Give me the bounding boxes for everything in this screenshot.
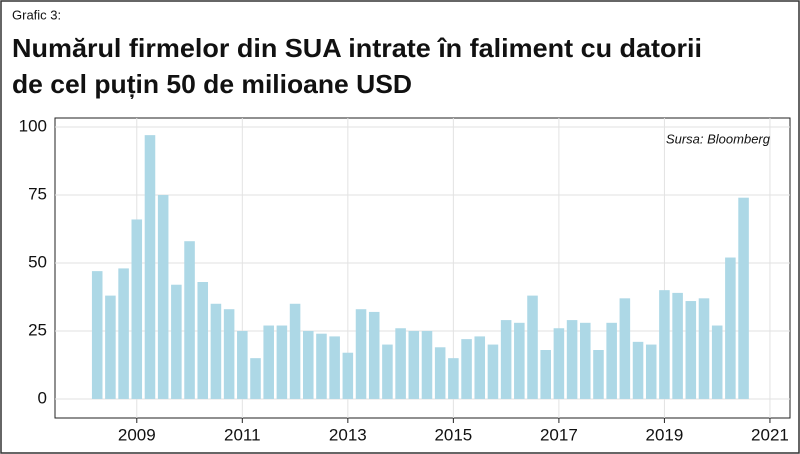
bar bbox=[118, 268, 129, 399]
bar bbox=[698, 298, 710, 399]
bar bbox=[91, 271, 103, 399]
bar bbox=[606, 322, 617, 399]
x-tick-label: 2017 bbox=[540, 425, 578, 444]
bar bbox=[395, 328, 406, 399]
bar bbox=[725, 257, 736, 399]
bar bbox=[487, 344, 499, 399]
bar bbox=[711, 325, 723, 399]
bar bbox=[527, 295, 538, 399]
bar bbox=[302, 330, 314, 399]
annotation: Sursa: Bloomberg bbox=[666, 131, 771, 146]
y-tick-label: 75 bbox=[28, 184, 47, 203]
bar bbox=[738, 197, 749, 399]
bar bbox=[276, 325, 288, 399]
bar bbox=[197, 282, 209, 399]
bar bbox=[461, 339, 472, 399]
bar bbox=[593, 350, 604, 399]
bar bbox=[500, 320, 512, 399]
bar bbox=[250, 358, 261, 399]
bar bbox=[144, 135, 156, 399]
bar bbox=[316, 333, 327, 399]
bar bbox=[329, 336, 340, 399]
bar bbox=[619, 298, 631, 399]
y-tick-label: 25 bbox=[28, 320, 47, 339]
y-tick-label: 50 bbox=[28, 252, 47, 271]
chart-title: Numărul firmelor din SUA intrate în fali… bbox=[12, 33, 702, 63]
x-tick-label: 2021 bbox=[751, 425, 789, 444]
y-tick-label: 100 bbox=[19, 116, 47, 135]
bar bbox=[474, 336, 486, 399]
bar bbox=[223, 309, 235, 399]
bar bbox=[263, 325, 274, 399]
bar bbox=[514, 322, 525, 399]
bar bbox=[184, 241, 195, 399]
bar bbox=[434, 347, 446, 399]
bar bbox=[566, 320, 578, 399]
bar bbox=[659, 290, 670, 399]
x-tick-label: 2009 bbox=[118, 425, 156, 444]
bar bbox=[448, 358, 459, 399]
bar bbox=[355, 309, 367, 399]
x-tick-label: 2015 bbox=[434, 425, 472, 444]
chart-title: de cel puțin 50 de milioane USD bbox=[12, 69, 412, 99]
bar bbox=[645, 344, 657, 399]
bar bbox=[237, 330, 248, 399]
bar bbox=[540, 350, 551, 399]
y-tick-label: 0 bbox=[38, 388, 47, 407]
bar bbox=[553, 328, 565, 399]
bar bbox=[368, 311, 380, 399]
bar bbox=[157, 194, 169, 399]
x-tick-label: 2019 bbox=[646, 425, 684, 444]
bar bbox=[685, 301, 697, 399]
x-tick-label: 2011 bbox=[224, 425, 261, 444]
chart-label: Grafic 3: bbox=[12, 7, 61, 22]
bar bbox=[105, 295, 116, 399]
bar bbox=[632, 341, 644, 399]
bar bbox=[580, 322, 591, 399]
bar bbox=[210, 303, 222, 399]
bar bbox=[289, 303, 301, 399]
bar bbox=[408, 330, 420, 399]
bar bbox=[421, 330, 433, 399]
bar bbox=[672, 292, 683, 399]
bar bbox=[171, 284, 182, 399]
bar bbox=[382, 344, 393, 399]
x-tick-label: 2013 bbox=[329, 425, 367, 444]
bar bbox=[131, 219, 143, 399]
bar bbox=[342, 352, 354, 399]
